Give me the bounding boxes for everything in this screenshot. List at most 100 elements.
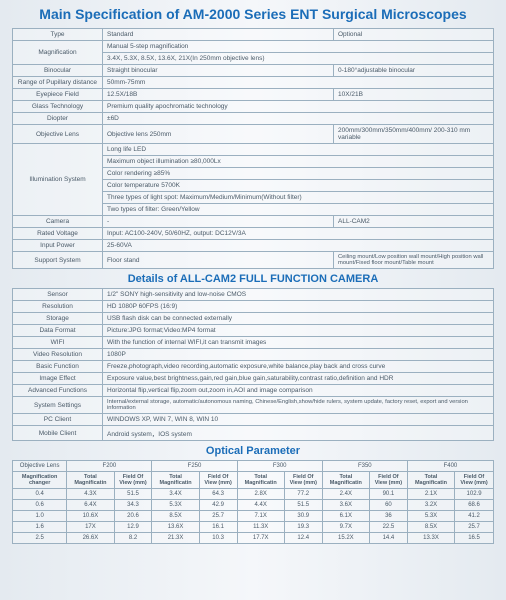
cell: 5.3X bbox=[407, 511, 454, 522]
cell: 51.5 bbox=[284, 500, 322, 511]
spec-table: Type Standard Optional Magnification Man… bbox=[12, 28, 494, 269]
cell: 3.4X, 5.3X, 8.5X, 13.6X, 21X(In 250mm ob… bbox=[103, 53, 494, 65]
cell: 9.7X bbox=[322, 522, 369, 533]
table-row: Data FormatPicture:JPG format;Video:MP4 … bbox=[13, 325, 494, 337]
cell: Three types of light spot: Maximum/Mediu… bbox=[103, 192, 494, 204]
cell: Objective lens 250mm bbox=[103, 125, 334, 144]
cell: 0.6 bbox=[13, 500, 67, 511]
header-cell: Field Of View (mm) bbox=[455, 472, 494, 489]
table-row: Eyepiece Field 12.5X/18B 10X/21B bbox=[13, 89, 494, 101]
table-row: Diopter ±6D bbox=[13, 113, 494, 125]
cell: Exposure value,best brightness,gain,red … bbox=[103, 373, 494, 385]
row-label: WIFI bbox=[13, 337, 103, 349]
cell: 3.2X bbox=[407, 500, 454, 511]
cell: 5.3X bbox=[152, 500, 199, 511]
row-label: Mobile Client bbox=[13, 426, 103, 441]
table-row: WIFIWith the function of internal WIFI,i… bbox=[13, 337, 494, 349]
table-row: Support System Floor stand Ceiling mount… bbox=[13, 252, 494, 269]
row-label: System Settings bbox=[13, 397, 103, 414]
cell: 3.4X bbox=[152, 489, 199, 500]
cell: 10.3 bbox=[199, 533, 237, 544]
row-label: Resolution bbox=[13, 301, 103, 313]
cell: 11.3X bbox=[237, 522, 284, 533]
table-row: Rated Voltage Input: AC100-240V, 50/60HZ… bbox=[13, 228, 494, 240]
header-cell: Total Magnificatin bbox=[407, 472, 454, 489]
row-label: Basic Function bbox=[13, 361, 103, 373]
cell: 90.1 bbox=[369, 489, 407, 500]
cell: HD 1080P 60FPS (16:9) bbox=[103, 301, 494, 313]
cell: 2.5 bbox=[13, 533, 67, 544]
cell: WINDOWS XP, WIN 7, WIN 8, WIN 10 bbox=[103, 414, 494, 426]
table-row: Mobile ClientAndroid system，IOS system bbox=[13, 426, 494, 441]
table-row: Objective Lens Objective lens 250mm 200m… bbox=[13, 125, 494, 144]
header-cell: Total Magnificatin bbox=[237, 472, 284, 489]
cell: 0-180°adjustable binocular bbox=[334, 65, 494, 77]
table-row: ResolutionHD 1080P 60FPS (16:9) bbox=[13, 301, 494, 313]
cell: Freeze,photograph,video recording,automa… bbox=[103, 361, 494, 373]
cell: 25.7 bbox=[199, 511, 237, 522]
header-cell: Total Magnificatin bbox=[322, 472, 369, 489]
row-label: Video Resolution bbox=[13, 349, 103, 361]
row-label: Range of Pupillary distance bbox=[13, 77, 103, 89]
header-cell: Field Of View (mm) bbox=[369, 472, 407, 489]
cell: 12.5X/18B bbox=[103, 89, 334, 101]
cell: 25.7 bbox=[455, 522, 494, 533]
cell: 0.4 bbox=[13, 489, 67, 500]
table-row: Basic FunctionFreeze,photograph,video re… bbox=[13, 361, 494, 373]
cell: 22.5 bbox=[369, 522, 407, 533]
cell: Android system，IOS system bbox=[103, 426, 494, 441]
table-header-row: Objective Lens F200 F250 F300 F350 F400 bbox=[13, 461, 494, 472]
table-row: Glass Technology Premium quality apochro… bbox=[13, 101, 494, 113]
table-row: Illumination System Long life LED bbox=[13, 144, 494, 156]
camera-table: Sensor1/2" SONY high-sensitivity and low… bbox=[12, 288, 494, 441]
cell: Long life LED bbox=[103, 144, 494, 156]
header-cell: F400 bbox=[407, 461, 493, 472]
cell: 13.3X bbox=[407, 533, 454, 544]
table-row: Camera - ALL-CAM2 bbox=[13, 216, 494, 228]
cell: 20.6 bbox=[114, 511, 152, 522]
cell: Premium quality apochromatic technology bbox=[103, 101, 494, 113]
table-row: 2.526.6X8.221.3X10.317.7X12.415.2X14.413… bbox=[13, 533, 494, 544]
cell: 30.9 bbox=[284, 511, 322, 522]
cell: Two types of filter: Green/Yellow bbox=[103, 204, 494, 216]
row-label: Camera bbox=[13, 216, 103, 228]
cell: 68.6 bbox=[455, 500, 494, 511]
optical-table: Objective Lens F200 F250 F300 F350 F400 … bbox=[12, 460, 494, 544]
cell: Internal/external storage, automatic/aut… bbox=[103, 397, 494, 414]
header-cell: F250 bbox=[152, 461, 237, 472]
cell: Straight binocular bbox=[103, 65, 334, 77]
cell: 4.3X bbox=[67, 489, 114, 500]
cell: 42.9 bbox=[199, 500, 237, 511]
cell: Picture:JPG format;Video:MP4 format bbox=[103, 325, 494, 337]
cell: 17X bbox=[67, 522, 114, 533]
cell: 2.4X bbox=[322, 489, 369, 500]
cell: Optional bbox=[334, 29, 494, 41]
table-row: Advanced FunctionsHorizontal flip,vertic… bbox=[13, 385, 494, 397]
cell: 102.9 bbox=[455, 489, 494, 500]
cell: 50mm-75mm bbox=[103, 77, 494, 89]
row-label: Illumination System bbox=[13, 144, 103, 216]
table-row: Magnification Manual 5-step magnificatio… bbox=[13, 41, 494, 53]
table-row: System SettingsInternal/external storage… bbox=[13, 397, 494, 414]
cell: 6.4X bbox=[67, 500, 114, 511]
table-subheader-row: Magnification changer Total Magnificatin… bbox=[13, 472, 494, 489]
table-row: Range of Pupillary distance 50mm-75mm bbox=[13, 77, 494, 89]
table-row: Type Standard Optional bbox=[13, 29, 494, 41]
cell: 3.6X bbox=[322, 500, 369, 511]
table-row: 1.617X12.913.6X16.111.3X19.39.7X22.58.5X… bbox=[13, 522, 494, 533]
header-cell: F300 bbox=[237, 461, 322, 472]
cell: ALL-CAM2 bbox=[334, 216, 494, 228]
cell: Standard bbox=[103, 29, 334, 41]
cell: Color rendering ≥85% bbox=[103, 168, 494, 180]
row-label: Support System bbox=[13, 252, 103, 269]
header-cell: F350 bbox=[322, 461, 407, 472]
cell: 51.5 bbox=[114, 489, 152, 500]
camera-section-title: Details of ALL-CAM2 FULL FUNCTION CAMERA bbox=[12, 273, 494, 285]
cell: 64.3 bbox=[199, 489, 237, 500]
row-label: PC Client bbox=[13, 414, 103, 426]
page-title: Main Specification of AM-2000 Series ENT… bbox=[12, 6, 494, 22]
cell: 1.0 bbox=[13, 511, 67, 522]
cell: Horizontal flip,vertical flip,zoom out,z… bbox=[103, 385, 494, 397]
cell: 2.8X bbox=[237, 489, 284, 500]
cell: USB flash disk can be connected external… bbox=[103, 313, 494, 325]
